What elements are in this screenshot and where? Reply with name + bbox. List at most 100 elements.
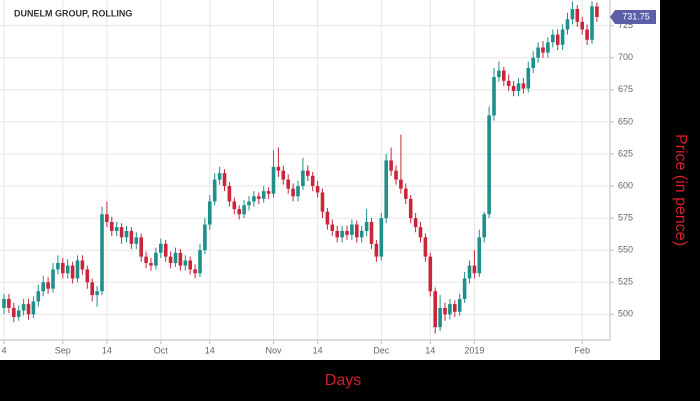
x-tick-label: 14 (425, 345, 435, 355)
x-axis-label: Days (325, 372, 361, 389)
candle-body (423, 237, 428, 257)
candle-body (41, 282, 45, 292)
candle-body (149, 263, 153, 266)
candle-body (296, 186, 300, 197)
candle-body (139, 237, 143, 257)
candle-body (506, 80, 511, 86)
candle-body (310, 175, 315, 187)
candle-body (301, 170, 305, 187)
candle-body (70, 265, 75, 279)
candle-body (413, 218, 418, 228)
candle-body (188, 260, 192, 270)
candle-body (565, 19, 570, 30)
candle-body (237, 209, 241, 215)
candle-body (2, 298, 6, 308)
candle-body (129, 230, 134, 244)
candle-body (330, 224, 335, 231)
candle-body (95, 291, 99, 296)
y-tick-label: 650 (618, 116, 633, 126)
candle-body (453, 304, 457, 312)
candle-body (75, 260, 80, 279)
candle-body (242, 205, 246, 215)
candle-body (217, 173, 222, 180)
candle-body (399, 179, 403, 189)
candle-body (286, 179, 290, 189)
candle-body (374, 243, 379, 257)
candle-body (21, 304, 26, 311)
candle-body (404, 188, 408, 199)
candle-body (511, 85, 516, 92)
candle-body (448, 304, 452, 315)
candle-body (203, 224, 207, 251)
last-price-label: 731.75 (622, 11, 650, 21)
candle-body (12, 307, 16, 317)
candle-body (379, 218, 384, 257)
candle-body (325, 211, 330, 225)
candle-body (340, 230, 344, 238)
candle-body (134, 237, 139, 244)
candle-body (516, 83, 521, 92)
candle-body (433, 291, 437, 328)
candle-body (428, 256, 433, 292)
chart-title: DUNELM GROUP, ROLLING (14, 8, 132, 18)
candle-body (482, 214, 486, 238)
candle-body (31, 301, 36, 315)
candle-body (208, 201, 212, 225)
y-tick-label: 500 (618, 309, 633, 319)
candle-body (16, 310, 21, 317)
chart-background (0, 0, 660, 360)
x-tick-label: 2019 (464, 345, 484, 355)
candle-body (144, 256, 148, 264)
candle-body (124, 230, 129, 238)
candle-body (355, 224, 359, 238)
x-tick-label: Nov (265, 345, 282, 355)
candles (2, 1, 599, 334)
candle-body (384, 160, 388, 219)
y-tick-label: 675 (618, 84, 633, 94)
candle-body (80, 260, 85, 270)
candle-body (306, 170, 310, 176)
candle-body (502, 70, 506, 81)
candle-body (443, 307, 447, 315)
candle-body (178, 252, 183, 266)
candle-body (595, 6, 599, 17)
candle-body (212, 179, 217, 202)
candle-body (159, 243, 163, 253)
candle-body (546, 42, 550, 53)
x-tick-label: 14 (313, 345, 323, 355)
candle-body (36, 291, 41, 302)
candle-body (261, 191, 266, 199)
candle-body (521, 83, 526, 89)
x-tick-label: Oct (154, 345, 169, 355)
candle-body (110, 221, 114, 231)
candle-body (467, 265, 472, 279)
candle-body (408, 198, 413, 219)
candle-body (183, 260, 188, 266)
y-tick-label: 550 (618, 245, 633, 255)
candle-body (320, 192, 325, 212)
candle-body (276, 166, 281, 171)
candle-body (163, 243, 168, 257)
candle-body (247, 201, 251, 206)
last-price-marker (610, 10, 656, 24)
candle-body (570, 8, 575, 20)
candle-body (555, 34, 560, 45)
candle-body (477, 237, 482, 274)
y-tick-label: 725 (618, 20, 633, 30)
x-tick-label: Dec (373, 345, 390, 355)
candle-body (575, 8, 580, 22)
candle-body (281, 170, 286, 180)
candle-body (551, 34, 555, 43)
y-tick-label: 700 (618, 52, 633, 62)
x-tick-label: 14 (205, 345, 215, 355)
candle-body (335, 230, 339, 238)
candle-body (46, 282, 50, 289)
candle-body (590, 6, 594, 40)
candle-body (291, 188, 295, 197)
candle-body (114, 227, 119, 231)
candle-body (585, 29, 589, 40)
candle-body (531, 57, 535, 68)
candle-body (389, 160, 393, 171)
